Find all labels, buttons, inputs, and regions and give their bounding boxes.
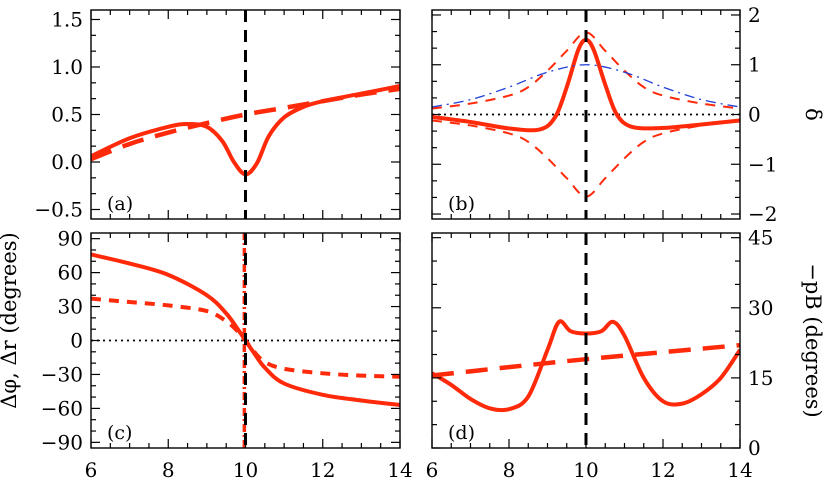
panel-label: (c) [107, 422, 132, 444]
x-tick-label: 10 [233, 458, 258, 482]
panel-d: 6 8 10 12 140 15 30 45 (d) −pB (degrees) [426, 226, 825, 482]
y-tick-label: 2 [748, 3, 761, 27]
series-line-2 [432, 31, 740, 110]
panel-label: (d) [448, 422, 475, 444]
panel-b: −2 −1 0 1 2 (b) δ [431, 3, 825, 226]
plot-area [432, 10, 740, 219]
y-tick-label: 0 [748, 103, 761, 127]
y-tick-label: −2 [748, 202, 777, 226]
y-tick-label: −60 [41, 396, 83, 420]
plot-area [91, 233, 400, 448]
y-tick-label: 30 [748, 296, 773, 320]
x-tick-label: 6 [426, 458, 439, 482]
y-tick-label: 0 [70, 329, 83, 353]
y-tick-label: 1 [748, 53, 761, 77]
series-line-2 [91, 86, 400, 162]
x-tick-label: 8 [503, 458, 516, 482]
y-axis-title-left: Δφ, Δr (degrees) [0, 232, 21, 408]
panel-label: (a) [107, 193, 133, 215]
y-tick-label: −1 [748, 152, 777, 176]
series-line-4 [432, 64, 740, 108]
y-axis-title-right: −pB (degrees) [801, 263, 825, 418]
x-tick-label: 6 [85, 458, 98, 482]
x-tick-label: 8 [162, 458, 175, 482]
x-tick-label: 12 [310, 458, 335, 482]
y-tick-label: 0.0 [51, 150, 83, 174]
y-tick-label: −90 [41, 430, 83, 454]
y-tick-label: 15 [748, 366, 773, 390]
panel-a: −0.5 0.0 0.5 1.0 1.5 (a) [34, 8, 401, 222]
series-line-3 [432, 119, 740, 198]
x-tick-label: 12 [650, 458, 675, 482]
panel-label: (b) [448, 193, 475, 215]
x-tick-label: 10 [573, 458, 598, 482]
x-tick-label: 14 [387, 458, 412, 482]
plot-area [91, 10, 400, 219]
y-axis-title-right: δ [801, 108, 825, 121]
y-tick-label: −30 [41, 362, 83, 386]
x-tick-label: 14 [727, 458, 752, 482]
y-tick-label: 0.5 [51, 103, 83, 127]
panel-c: 6 8 10 12 14 −90 −60 −30 0 30 60 90 (c) Δφ, Δr (degre… [0, 227, 413, 482]
plot-area [432, 233, 740, 448]
y-tick-label: 45 [748, 226, 773, 250]
y-tick-label: 1.0 [51, 55, 83, 79]
y-tick-label: 1.5 [51, 8, 83, 32]
y-tick-label: −0.5 [34, 198, 83, 222]
y-tick-label: 90 [58, 227, 83, 251]
y-tick-label: 60 [58, 261, 83, 285]
y-tick-label: 0 [748, 436, 761, 460]
y-tick-label: 30 [58, 295, 83, 319]
